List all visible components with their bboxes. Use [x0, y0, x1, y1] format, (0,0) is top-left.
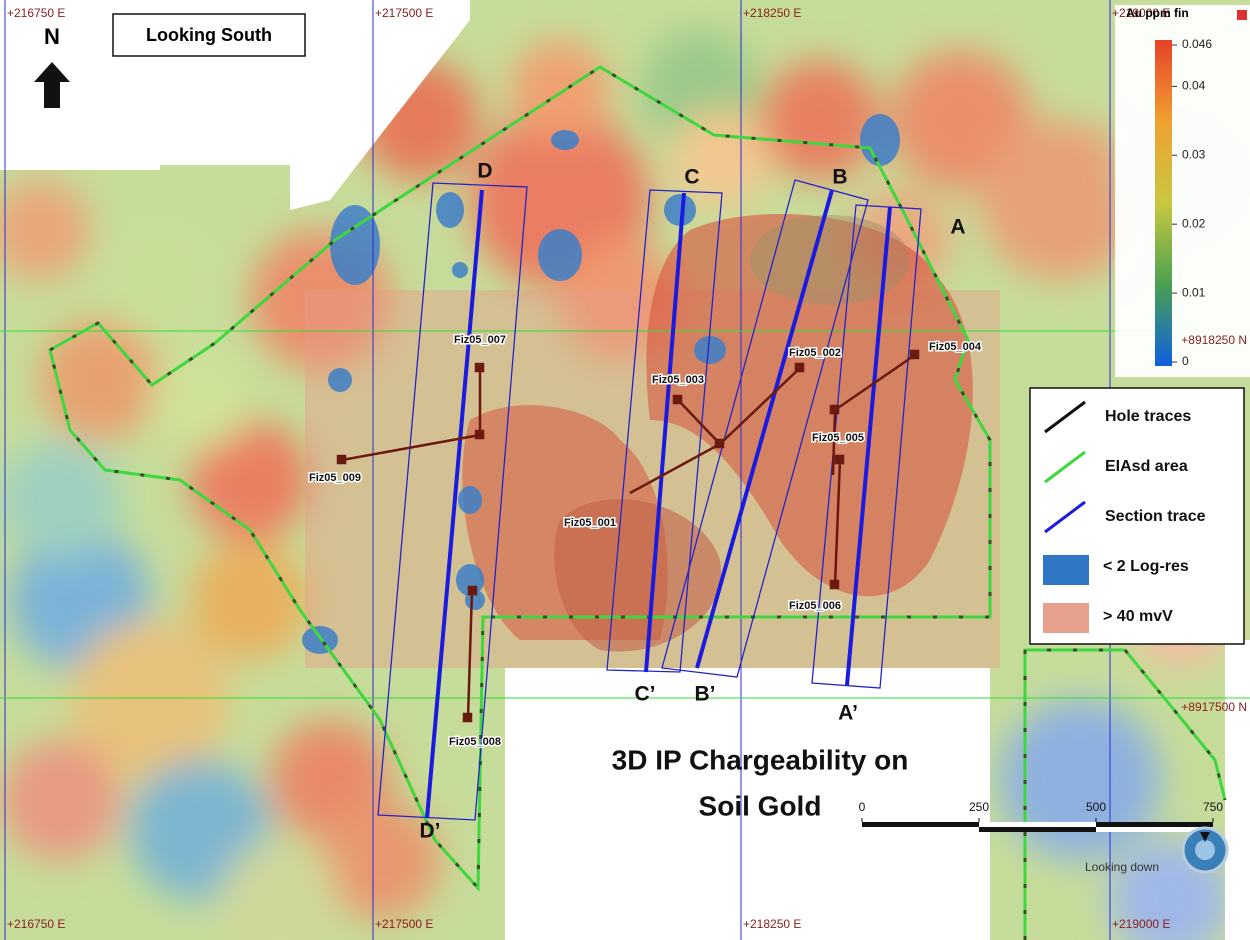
- north-label: N: [44, 24, 60, 49]
- easting-label: +217500 E: [375, 6, 433, 20]
- heat-blob: [320, 800, 440, 920]
- easting-label: +219000 E: [1112, 6, 1170, 20]
- low-res-body: [860, 114, 900, 166]
- heat-blob: [670, 110, 770, 210]
- easting-label: +218250 E: [743, 917, 801, 931]
- heat-blob: [0, 180, 90, 280]
- low-res-body: [452, 262, 468, 278]
- heat-blob: [760, 60, 880, 180]
- section-label: D: [477, 160, 492, 183]
- legend-label: < 2 Log-res: [1103, 558, 1189, 575]
- easting-label: +218250 E: [743, 6, 801, 20]
- hole-traces: [336, 349, 920, 723]
- hole-label: Fiz05_009: [309, 472, 361, 484]
- heat-blob: [1000, 700, 1160, 860]
- eiasd-area: [48, 65, 1227, 940]
- heat-blob: [220, 840, 340, 940]
- colorbar-tick-label: 0.01: [1182, 285, 1206, 299]
- section-label: C’: [635, 683, 656, 706]
- section-boxes: [377, 179, 922, 821]
- hole-label: Fiz05_003: [652, 374, 704, 386]
- hole-label: Fiz05_005: [812, 432, 864, 444]
- legend-label: Hole traces: [1105, 408, 1191, 425]
- heat-blob: [510, 40, 610, 140]
- section-label: D’: [420, 820, 441, 843]
- scale-bar: [862, 822, 1213, 832]
- low-res-body: [664, 194, 696, 226]
- section-traces: [425, 189, 892, 819]
- low-resistivity-bodies: [302, 114, 900, 654]
- heat-blob: [150, 350, 250, 450]
- section-label: C: [684, 166, 699, 189]
- northing-label: +8918250 N: [1181, 333, 1247, 347]
- heat-blob: [0, 440, 120, 560]
- legend: [1029, 387, 1245, 645]
- view-label: Looking South: [146, 25, 272, 45]
- title-line: Soil Gold: [699, 790, 822, 821]
- chargeability-body: [305, 214, 1000, 668]
- easting-label: +217500 E: [375, 917, 433, 931]
- heat-blob: [70, 620, 230, 780]
- heat-blob: [980, 120, 1140, 280]
- legend-label: > 40 mvV: [1103, 608, 1173, 625]
- title-line: 3D IP Chargeability on: [612, 744, 909, 775]
- hole-label: Fiz05_006: [789, 600, 841, 612]
- easting-label: +216750 E: [7, 6, 65, 20]
- section-label: A’: [838, 702, 858, 725]
- section-label: A: [950, 216, 965, 239]
- easting-label: +219000 E: [1112, 917, 1170, 931]
- hole-label: Fiz05_007: [454, 334, 506, 346]
- colorbar-title: Au ppm fin: [1126, 6, 1189, 20]
- compass: [1181, 826, 1229, 874]
- low-res-body: [538, 229, 582, 281]
- view-box: [112, 13, 306, 57]
- view-mode: Looking down: [1085, 860, 1159, 874]
- low-res-body: [330, 205, 380, 285]
- northing-label: +8917500 N: [1181, 700, 1247, 714]
- hole-label: Fiz05_008: [449, 736, 501, 748]
- scale-tick-label: 750: [1203, 800, 1223, 814]
- section-label: B: [832, 166, 847, 189]
- hole-label: Fiz05_002: [789, 347, 841, 359]
- heat-blob: [0, 740, 120, 860]
- heat-blob: [190, 540, 310, 660]
- hole-label: Fiz05_001: [564, 517, 616, 529]
- scale-tick-label: 500: [1086, 800, 1106, 814]
- low-res-body: [458, 486, 482, 514]
- easting-label: +216750 E: [7, 917, 65, 931]
- heat-blob: [40, 320, 160, 440]
- colorbar-tick-label: 0: [1182, 354, 1189, 368]
- legend-label: Section trace: [1105, 508, 1206, 525]
- low-res-body: [694, 336, 726, 364]
- scale-tick-label: 0: [859, 800, 866, 814]
- heat-blob: [100, 220, 220, 340]
- legend-label: EIAsd area: [1105, 458, 1188, 475]
- north-arrow: [34, 62, 70, 108]
- low-res-body: [436, 192, 464, 228]
- colorbar: [1115, 5, 1250, 377]
- colorbar-tick-label: 0.046: [1182, 37, 1212, 51]
- low-res-body: [328, 368, 352, 392]
- hole-label: Fiz05_004: [929, 341, 982, 353]
- colorbar-tick-label: 0.02: [1182, 216, 1206, 230]
- low-res-body: [551, 130, 579, 150]
- colorbar-tick-label: 0.04: [1182, 79, 1206, 93]
- section-label: B’: [695, 683, 716, 706]
- colorbar-tick-label: 0.03: [1182, 147, 1206, 161]
- scale-tick-label: 250: [969, 800, 989, 814]
